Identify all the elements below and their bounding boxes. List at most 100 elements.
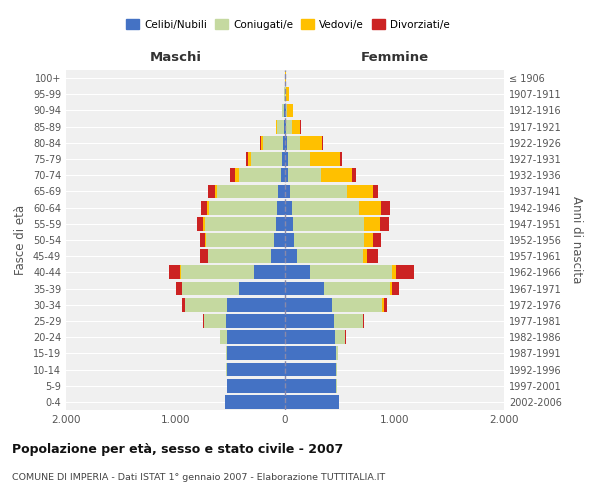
Bar <box>205 233 206 247</box>
Bar <box>347 184 373 198</box>
Bar <box>285 346 337 360</box>
Bar <box>263 136 283 149</box>
Bar <box>382 298 383 312</box>
Bar <box>185 298 227 312</box>
Bar <box>169 266 181 280</box>
Legend: Celibi/Nubili, Coniugati/e, Vedovi/e, Divorziati/e: Celibi/Nubili, Coniugati/e, Vedovi/e, Di… <box>122 15 454 34</box>
Bar <box>181 266 254 280</box>
Bar <box>285 168 288 182</box>
Bar <box>200 233 205 247</box>
Bar <box>332 298 382 312</box>
Bar <box>285 362 337 376</box>
Text: Femmine: Femmine <box>361 50 428 64</box>
Bar <box>297 250 363 263</box>
Bar <box>248 152 251 166</box>
Bar <box>359 200 382 214</box>
Bar <box>325 282 390 296</box>
Bar <box>230 168 235 182</box>
Bar <box>205 217 276 230</box>
Y-axis label: Anni di nascita: Anni di nascita <box>570 196 583 284</box>
Bar <box>245 152 248 166</box>
Bar <box>285 200 292 214</box>
Bar <box>206 233 274 247</box>
Bar <box>285 395 338 409</box>
Bar <box>373 184 378 198</box>
Bar <box>209 200 277 214</box>
Bar <box>227 379 285 392</box>
Bar <box>285 152 288 166</box>
Bar <box>285 184 290 198</box>
Bar <box>373 233 382 247</box>
Bar <box>380 217 389 230</box>
Bar <box>285 379 337 392</box>
Bar <box>363 314 364 328</box>
Bar <box>278 184 285 198</box>
Text: Popolazione per età, sesso e stato civile - 2007: Popolazione per età, sesso e stato civil… <box>12 442 343 456</box>
Bar <box>392 282 400 296</box>
Bar <box>226 314 285 328</box>
Bar <box>364 233 373 247</box>
Bar <box>395 266 414 280</box>
Bar <box>282 152 285 166</box>
Bar <box>281 168 285 182</box>
Bar <box>215 184 217 198</box>
Bar <box>200 250 208 263</box>
Bar <box>227 298 285 312</box>
Bar <box>284 120 285 134</box>
Bar <box>294 233 364 247</box>
Bar <box>285 282 325 296</box>
Bar <box>276 217 285 230</box>
Bar <box>277 120 284 134</box>
Bar <box>225 395 285 409</box>
Bar <box>292 120 301 134</box>
Bar <box>334 314 363 328</box>
Bar <box>285 250 297 263</box>
Bar <box>274 233 285 247</box>
Bar <box>176 282 182 296</box>
Bar <box>226 346 227 360</box>
Bar <box>285 217 293 230</box>
Bar <box>285 136 287 149</box>
Bar <box>200 200 207 214</box>
Bar <box>287 136 301 149</box>
Bar <box>287 104 293 118</box>
Bar <box>227 362 285 376</box>
Bar <box>310 152 340 166</box>
Bar <box>352 168 356 182</box>
Bar <box>383 298 387 312</box>
Bar <box>282 104 284 118</box>
Bar <box>285 298 332 312</box>
Bar <box>251 152 282 166</box>
Bar <box>239 168 281 182</box>
Bar <box>283 136 285 149</box>
Bar <box>239 282 285 296</box>
Bar <box>254 266 285 280</box>
Bar <box>321 168 352 182</box>
Bar <box>182 298 185 312</box>
Bar <box>286 120 292 134</box>
Bar <box>217 184 278 198</box>
Bar <box>285 233 294 247</box>
Y-axis label: Fasce di età: Fasce di età <box>14 205 27 275</box>
Bar <box>292 200 359 214</box>
Bar <box>285 266 310 280</box>
Bar <box>207 200 209 214</box>
Bar <box>182 282 239 296</box>
Bar <box>367 250 378 263</box>
Bar <box>286 88 289 101</box>
Bar <box>208 250 271 263</box>
Text: Maschi: Maschi <box>149 50 202 64</box>
Bar <box>208 184 215 198</box>
Bar <box>322 136 323 149</box>
Bar <box>276 120 277 134</box>
Bar <box>382 200 390 214</box>
Bar <box>235 168 239 182</box>
Bar <box>203 217 205 230</box>
Bar <box>301 136 322 149</box>
Bar <box>363 250 367 263</box>
Bar <box>227 330 285 344</box>
Bar <box>271 250 285 263</box>
Bar <box>277 200 285 214</box>
Bar <box>390 282 392 296</box>
Bar <box>286 104 287 118</box>
